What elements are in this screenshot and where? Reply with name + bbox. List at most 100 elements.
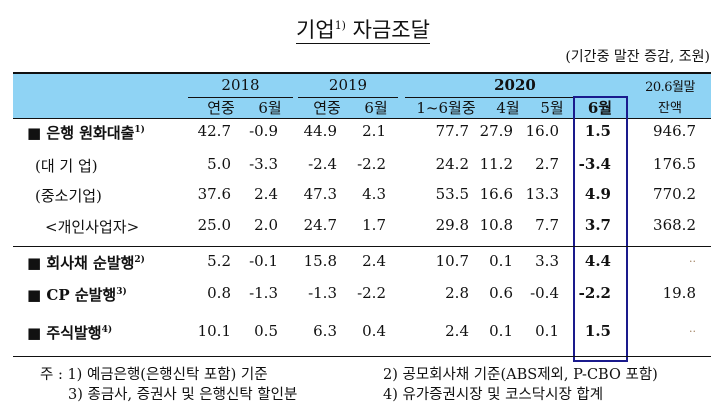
table-cell: -0.4: [530, 284, 559, 302]
table-cell: 42.7: [197, 122, 231, 140]
table-cell: -0.9: [249, 122, 278, 140]
row-footnote: 2): [134, 255, 145, 265]
table-cell: 37.6: [197, 185, 231, 203]
table-cell: 4.4: [584, 252, 611, 270]
title-text: 기업: [296, 18, 335, 42]
title-text-2: 자금조달: [352, 18, 430, 42]
table-cell: 77.7: [435, 122, 469, 140]
row-label: <개인사업자>: [45, 216, 139, 237]
table-cell: 2.4: [362, 252, 386, 270]
table-cell: 3.3: [535, 252, 559, 270]
row-label: ■ 은행 원화대출1): [27, 122, 145, 143]
row-label-text: (대 기 업): [35, 157, 98, 175]
balance-header-line2: 잔액: [658, 101, 682, 116]
table-cell: 1.7: [362, 216, 386, 234]
table-cell: 2.0: [254, 216, 278, 234]
year-2019-underline: [298, 97, 398, 98]
subcol-2018-jun: 6월: [258, 99, 282, 117]
table-cell: -1.3: [249, 284, 278, 302]
subcol-2019-jun: 6월: [364, 99, 388, 117]
june-2020-highlight-box: [573, 96, 628, 362]
table-cell: 29.8: [435, 216, 469, 234]
table-cell: 4.3: [362, 185, 386, 203]
table-cell: 4.9: [584, 185, 611, 203]
table-cell: ..: [689, 322, 696, 335]
table-cell: 176.5: [653, 155, 696, 173]
table-cell: 24.2: [435, 155, 469, 173]
table-cell: 5.2: [207, 252, 231, 270]
table-cell: -2.2: [357, 155, 386, 173]
table-cell: 946.7: [653, 122, 696, 140]
page-title: 기업1) 자금조달: [0, 14, 726, 44]
table-cell: -2.4: [308, 155, 337, 173]
title-footnote: 1): [334, 19, 346, 32]
subcol-2020-jun: 6월: [587, 99, 613, 117]
year-2019: 2019: [328, 76, 368, 94]
table-cell: 16.0: [525, 122, 559, 140]
table-cell: -2.2: [578, 284, 611, 302]
table-cell: -1.3: [308, 284, 337, 302]
table-cell: 13.3: [525, 185, 559, 203]
note-2: 2) 공모회사채 기준(ABS제외, P-CBO 포함): [383, 367, 658, 383]
table-cell: 2.8: [445, 284, 469, 302]
table-top-border: [13, 72, 711, 74]
table-cell: 25.0: [197, 216, 231, 234]
subcol-2019-year: 연중: [313, 99, 341, 117]
row-label: ■ 회사채 순발행2): [27, 252, 145, 273]
table-cell: 15.8: [303, 252, 337, 270]
row-footnote: 4): [101, 325, 113, 335]
table-cell: 7.7: [535, 216, 559, 234]
row-label: ■ 주식발행4): [27, 322, 112, 343]
table-cell: 2.1: [362, 122, 386, 140]
table-cell: 16.6: [479, 185, 513, 203]
row-footnote: 1): [134, 125, 145, 135]
table-cell: 0.6: [489, 284, 513, 302]
table-cell: 11.2: [479, 155, 513, 173]
row-label-text: ■ 회사채 순발행: [27, 254, 135, 272]
subcol-2020-apr: 4월: [496, 99, 520, 117]
table-cell: 0.1: [489, 322, 513, 340]
table-cell: 27.9: [479, 122, 513, 140]
year-2018: 2018: [221, 76, 260, 94]
table-cell: 0.5: [254, 322, 278, 340]
table-cell: -3.3: [249, 155, 278, 173]
table-cell: 19.8: [662, 284, 696, 302]
row-label-text: (중소기업): [35, 187, 102, 205]
table-cell: 10.8: [479, 216, 513, 234]
note-prefix: 주 :: [40, 367, 63, 383]
table-cell: 47.3: [303, 185, 337, 203]
row-label-text: <개인사업자>: [45, 218, 140, 236]
table-cell: 2.4: [254, 185, 278, 203]
table-cell: 6.3: [313, 322, 337, 340]
table-cell: -0.1: [249, 252, 278, 270]
table-cell: 3.7: [584, 216, 611, 234]
table-cell: 44.9: [303, 122, 337, 140]
note-1: 주 : 1) 예금은행(은행신탁 포함) 기준: [40, 363, 268, 384]
year-2020: 2020: [494, 76, 536, 94]
subcol-2020-may: 5월: [540, 99, 564, 117]
unit-label: (기간중 말잔 증감, 조원): [565, 49, 710, 65]
table-cell: 10.1: [197, 322, 231, 340]
table-cell: 0.8: [207, 284, 231, 302]
table-cell: 0.1: [535, 322, 559, 340]
note-3: 3) 종금사, 증권사 및 은행신탁 할인분: [68, 387, 298, 403]
row-label-text: ■ 은행 원화대출: [27, 124, 135, 142]
row-label: (대 기 업): [35, 155, 98, 176]
table-cell: 10.7: [435, 252, 469, 270]
table-cell: 2.7: [535, 155, 559, 173]
table-cell: 368.2: [653, 216, 696, 234]
subcol-2020-h1: 1~6월중: [416, 99, 476, 117]
header-bottom-border: [13, 118, 711, 119]
subcol-2018-year: 연중: [207, 99, 235, 117]
row-label: (중소기업): [35, 185, 102, 206]
note-1-text: 1) 예금은행(은행신탁 포함) 기준: [67, 367, 268, 383]
row-label-text: ■ CP 순발행: [27, 286, 117, 304]
year-2018-underline: [188, 97, 293, 98]
table-cell: 24.7: [303, 216, 337, 234]
note-4: 4) 유가증권시장 및 코스닥시장 합계: [383, 387, 604, 403]
table-cell: -2.2: [357, 284, 386, 302]
table-cell: -3.4: [578, 155, 611, 173]
section-divider: [13, 246, 711, 247]
table-bottom-border: [13, 356, 711, 357]
table-cell: 770.2: [653, 185, 696, 203]
